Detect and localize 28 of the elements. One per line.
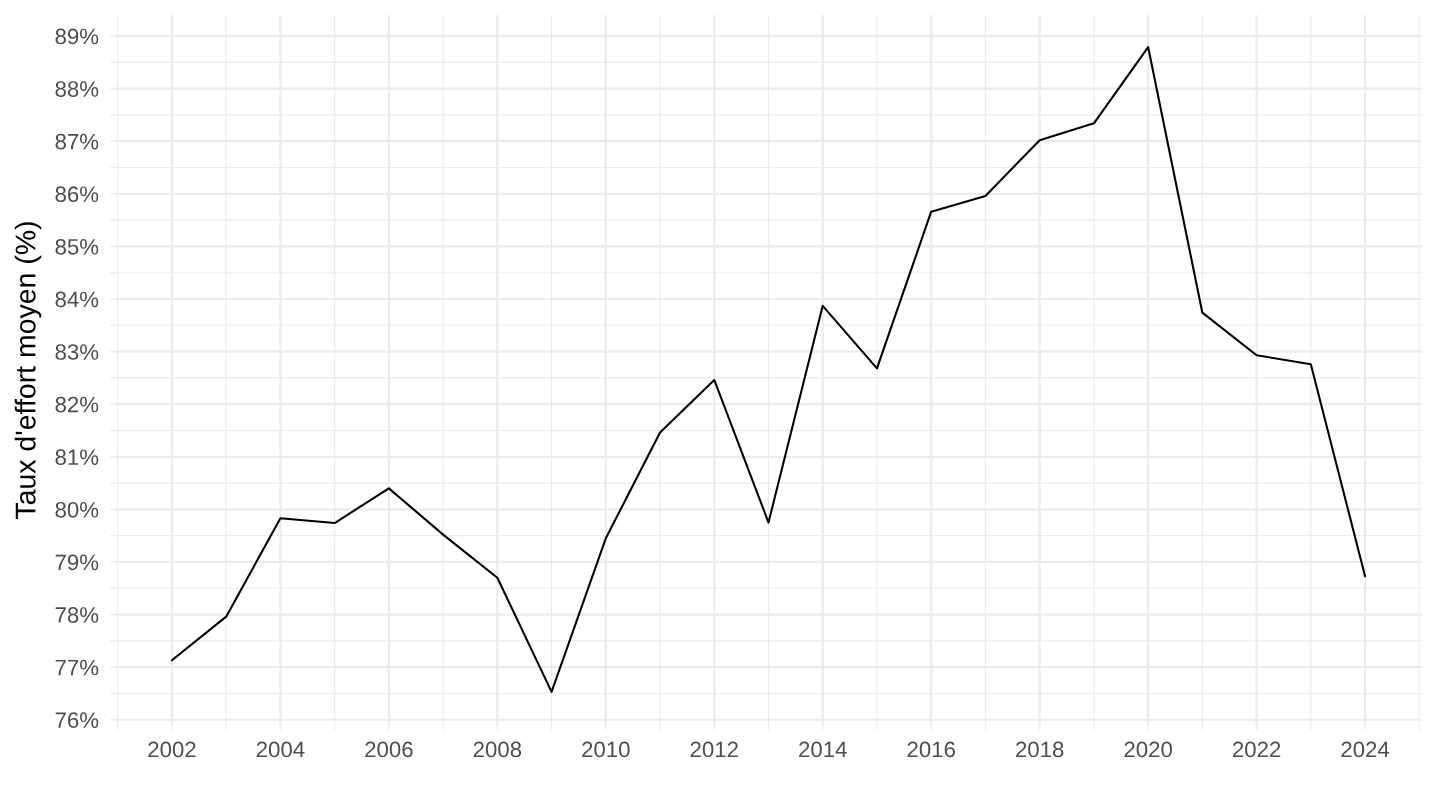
y-tick-label: 78% <box>55 607 99 623</box>
y-tick-label: 77% <box>55 659 99 676</box>
y-tick-label: 88% <box>55 81 99 97</box>
x-tick-label: 2020 <box>1124 741 1172 758</box>
x-tick-label: 2010 <box>582 741 630 758</box>
x-tick-label: 2024 <box>1341 741 1390 758</box>
y-tick-label: 83% <box>55 344 99 360</box>
y-tick-label: 89% <box>55 28 99 45</box>
x-tick-label: 2004 <box>256 741 305 758</box>
x-tick-label: 2002 <box>148 741 196 758</box>
x-tick-label: 2014 <box>799 741 847 758</box>
y-tick-label: 86% <box>55 186 99 203</box>
y-axis-title: Taux d'effort moyen (%) <box>14 222 42 519</box>
y-tick-label: 87% <box>55 133 99 150</box>
y-tick-label: 80% <box>55 501 99 518</box>
y-tick-label: 84% <box>55 291 99 308</box>
y-tick-label: 79% <box>55 554 99 571</box>
y-tick-label: 85% <box>55 238 99 255</box>
x-tick-label: 2006 <box>365 741 413 758</box>
y-tick-label: 81% <box>55 449 99 466</box>
x-tick-label: 2018 <box>1016 741 1064 758</box>
x-tick-label: 2008 <box>473 741 522 758</box>
y-tick-label: 82% <box>55 396 99 413</box>
x-tick-label: 2022 <box>1232 741 1281 758</box>
line-series <box>170 46 1367 693</box>
x-tick-label: 2016 <box>907 741 955 758</box>
x-tick-label: 2012 <box>690 741 738 758</box>
y-tick-label: 76% <box>55 712 99 729</box>
